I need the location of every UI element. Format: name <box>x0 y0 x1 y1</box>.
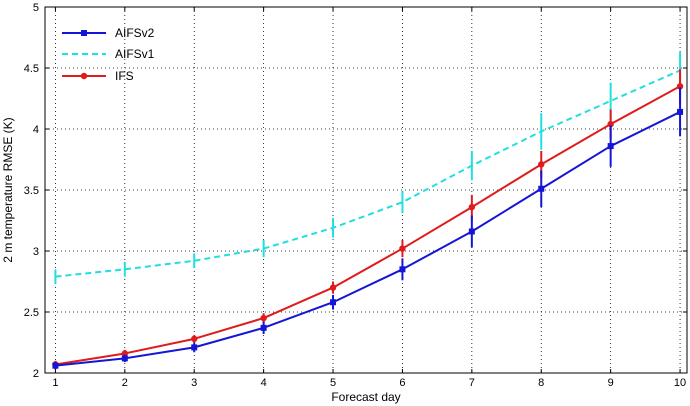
y-axis-label: 2 m temperature RMSE (K) <box>1 117 15 262</box>
x-tick-label: 8 <box>538 377 544 389</box>
legend-label: AIFSv1 <box>115 47 155 61</box>
data-point <box>191 335 198 343</box>
legend-swatch-marker <box>80 72 88 80</box>
y-tick-label: 4.5 <box>24 63 39 75</box>
data-point <box>329 284 337 291</box>
x-tick-label: 4 <box>261 377 267 389</box>
series-aifsv2 <box>52 87 684 370</box>
y-tick-label: 4 <box>33 124 39 136</box>
data-point <box>607 143 614 150</box>
x-tick-label: 9 <box>608 377 614 389</box>
legend-swatch-marker <box>81 30 87 36</box>
data-point <box>468 203 476 211</box>
series-line-aifsv2 <box>55 111 681 367</box>
y-tick-label: 3.5 <box>24 185 39 197</box>
y-tick-label: 2.5 <box>24 307 39 319</box>
data-point <box>399 245 406 252</box>
series-line-ifs <box>55 85 681 366</box>
legend-label: AIFSv2 <box>115 26 155 40</box>
series-layer <box>52 52 684 370</box>
x-tick-label: 6 <box>399 377 405 389</box>
x-tick-label: 10 <box>674 377 686 389</box>
data-point <box>607 120 614 128</box>
data-point <box>52 362 59 369</box>
data-point <box>468 228 475 235</box>
data-point <box>191 344 198 351</box>
y-tick-label: 2 <box>33 368 39 380</box>
data-point <box>121 350 129 357</box>
axes: 1 2 3 4 5 6 7 8 9 10 2 2.5 3 3.5 4 4.5 5 <box>24 2 687 389</box>
data-point <box>121 355 128 362</box>
data-point <box>260 314 267 322</box>
y-tick-label: 5 <box>33 2 39 14</box>
grid <box>45 6 687 374</box>
legend-label: IFS <box>115 69 134 83</box>
plot-background <box>45 7 687 373</box>
series-aifsv1 <box>54 52 682 284</box>
y-tick-label: 3 <box>33 246 39 258</box>
data-point <box>399 266 406 273</box>
data-point <box>260 324 267 331</box>
data-point <box>676 83 684 90</box>
x-tick-label: 7 <box>469 377 475 389</box>
data-point <box>330 299 337 306</box>
data-point <box>677 108 684 115</box>
data-point <box>538 161 545 168</box>
x-tick-label: 3 <box>191 377 197 389</box>
series-line-aifsv1 <box>55 69 681 278</box>
data-point <box>538 185 545 192</box>
x-axis-label: Forecast day <box>331 390 400 404</box>
x-tick-label: 1 <box>52 377 58 389</box>
x-tick-label: 5 <box>330 377 336 389</box>
x-tick-label: 2 <box>122 377 128 389</box>
legend: AIFSv2 AIFSv1 IFS <box>62 26 155 83</box>
